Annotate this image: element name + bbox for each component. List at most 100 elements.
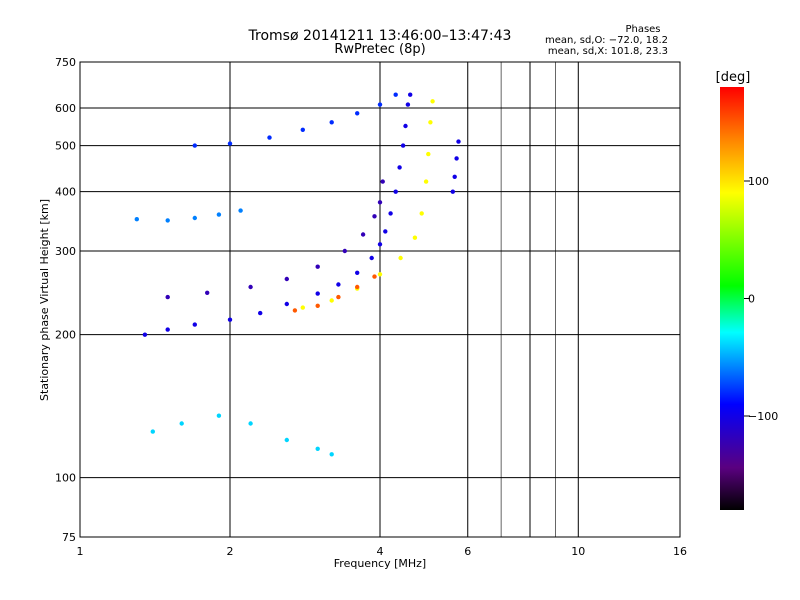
data-point (336, 282, 341, 287)
data-point (165, 218, 170, 223)
stats-heading: Phases (625, 24, 660, 35)
data-point (369, 255, 374, 261)
data-point (405, 102, 411, 107)
data-point (412, 235, 418, 240)
data-point (400, 143, 406, 148)
data-point (393, 92, 398, 97)
data-point (248, 284, 253, 290)
x-axis-label: Frequency [MHz] (334, 557, 426, 570)
data-point (355, 284, 360, 290)
data-point (423, 179, 429, 184)
x-tick-label: 1 (77, 545, 84, 558)
x-tick-label: 10 (571, 545, 585, 558)
data-point (342, 248, 347, 254)
data-point (205, 290, 210, 295)
data-point (300, 127, 305, 132)
colorbar-label: [deg] (716, 70, 751, 85)
y-tick-label: 600 (55, 102, 76, 115)
colorbar-tick-label: −100 (748, 410, 778, 423)
grid (80, 62, 680, 537)
y-tick-label: 500 (55, 140, 76, 153)
data-point (398, 255, 403, 261)
stats-x-line: mean, sd,X: 101.8, 23.3 (548, 46, 668, 57)
data-point (372, 274, 377, 279)
y-tick-label: 300 (55, 245, 76, 258)
data-point (258, 310, 263, 316)
data-point (192, 322, 197, 327)
data-point (372, 214, 377, 219)
data-point (336, 294, 341, 300)
colorbar-ticks: 100 0 −100 (744, 175, 778, 423)
data-point (134, 217, 139, 222)
y-axis-ticks: 75 100 200 300 400 500 600 750 (55, 56, 76, 544)
data-point (380, 179, 385, 184)
data-point (454, 156, 459, 161)
colorbar-tick-label: 100 (748, 175, 769, 188)
data-point (329, 452, 334, 457)
data-point (284, 276, 289, 282)
data-point (426, 151, 431, 157)
data-point (227, 141, 233, 146)
data-point (355, 270, 360, 275)
data-point (452, 174, 457, 179)
data-point (192, 215, 197, 221)
data-point (393, 189, 398, 194)
data-point (388, 211, 393, 216)
y-tick-label: 750 (55, 56, 76, 69)
data-point (267, 135, 272, 140)
data-point (397, 165, 402, 170)
data-point (292, 308, 298, 313)
data-point (329, 298, 334, 303)
data-points (134, 92, 461, 457)
x-tick-label: 2 (227, 545, 234, 558)
data-point (216, 212, 222, 217)
y-axis-label: Stationary phase Virtual Height [km] (38, 199, 51, 401)
data-point (315, 303, 320, 308)
data-point (216, 413, 222, 418)
y-tick-label: 75 (62, 531, 76, 544)
data-point (377, 200, 383, 205)
data-point (355, 111, 360, 116)
x-axis-ticks: 1 2 4 6 10 16 (77, 545, 688, 558)
x-tick-label: 6 (464, 545, 471, 558)
data-point (450, 189, 455, 194)
y-tick-label: 200 (55, 329, 76, 342)
data-point (456, 139, 461, 144)
chart-subtitle: RwPretec (8p) (334, 42, 425, 57)
data-point (329, 120, 334, 125)
data-point (150, 429, 155, 434)
data-point (227, 317, 233, 322)
data-point (165, 294, 170, 300)
data-point (383, 229, 388, 234)
data-point (377, 272, 383, 277)
chart-title: Tromsø 20141211 13:46:00–13:47:43 (248, 28, 512, 44)
data-point (315, 291, 320, 296)
stats-o-line: mean, sd,O: −72.0, 18.2 (545, 35, 668, 46)
y-tick-label: 400 (55, 186, 76, 199)
data-point (408, 92, 413, 97)
colorbar-tick-label: 0 (748, 293, 755, 306)
data-point (315, 264, 320, 269)
data-point (300, 305, 305, 310)
data-point (165, 327, 170, 332)
plot-frame (79, 61, 681, 538)
x-tick-label: 4 (377, 545, 384, 558)
data-point (403, 123, 408, 129)
data-point (430, 99, 435, 104)
data-point (284, 437, 289, 443)
data-point (315, 446, 320, 451)
x-tick-label: 16 (673, 545, 687, 558)
data-point (419, 211, 424, 216)
data-point (377, 102, 383, 107)
data-point (377, 242, 383, 247)
data-point (284, 301, 289, 307)
data-point (428, 120, 433, 125)
data-point (238, 208, 243, 213)
data-point (142, 332, 148, 337)
data-point (248, 421, 253, 426)
data-point (179, 421, 184, 426)
data-point (192, 143, 197, 148)
data-point (360, 232, 366, 237)
y-tick-label: 100 (55, 472, 76, 485)
